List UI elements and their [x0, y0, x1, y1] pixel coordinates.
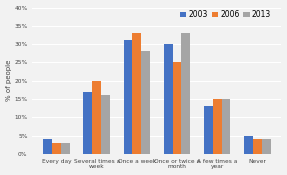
Bar [213, 99, 222, 154]
Bar [253, 139, 262, 154]
Bar [204, 106, 213, 154]
Bar [164, 44, 172, 154]
Y-axis label: % of people: % of people [5, 60, 11, 101]
Bar [244, 135, 253, 154]
Bar [101, 95, 110, 154]
Bar [84, 92, 92, 154]
Bar [132, 33, 141, 154]
Bar [124, 40, 132, 154]
Bar [181, 33, 190, 154]
Bar [61, 143, 70, 154]
Bar [52, 143, 61, 154]
Bar [141, 51, 150, 154]
Legend: 2003, 2006, 2013: 2003, 2006, 2013 [179, 8, 273, 20]
Bar [262, 139, 271, 154]
Bar [43, 139, 52, 154]
Bar [222, 99, 230, 154]
Bar [92, 81, 101, 154]
Bar [172, 62, 181, 154]
